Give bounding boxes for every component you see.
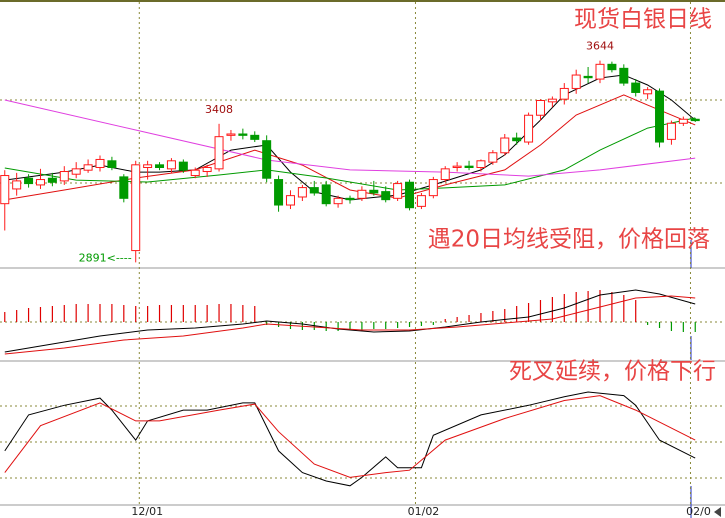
candle-body: [178, 161, 188, 171]
candle-body: [381, 191, 391, 201]
candle-body: [47, 177, 57, 183]
candle-body: [285, 195, 295, 206]
scroll-arrow[interactable]: [714, 507, 721, 517]
candle-body: [357, 189, 367, 199]
candle-body: [202, 167, 212, 173]
candle-body: [666, 122, 676, 140]
candle-body: [690, 118, 700, 122]
candle-body: [345, 197, 355, 201]
annotation: 死叉延续，价格下行: [509, 359, 716, 385]
candle-body: [297, 187, 307, 198]
candle-body: [0, 175, 10, 205]
candle-body: [595, 63, 605, 80]
price-label: 3408: [205, 103, 233, 116]
candle-body: [83, 164, 93, 171]
candle-body: [393, 183, 403, 199]
candle-body: [524, 114, 534, 143]
indicator-line: [4, 295, 696, 355]
candle-body: [309, 187, 319, 194]
candle-body: [512, 137, 522, 142]
candle-body: [559, 87, 569, 100]
candle-body: [12, 180, 22, 190]
candle-body: [238, 133, 248, 136]
candle-body: [631, 82, 641, 93]
indicator-line: [4, 395, 696, 478]
candle-body: [428, 179, 438, 197]
candle-body: [655, 90, 665, 143]
candle-body: [369, 189, 379, 194]
candle-body: [24, 177, 34, 185]
annotation: 遇20日均线受阻，价格回落: [428, 227, 710, 253]
candle-body: [607, 63, 617, 71]
candle-body: [274, 179, 284, 206]
indicator-line: [4, 289, 696, 353]
candle-body: [59, 171, 69, 182]
x-tick-label: 12/01: [131, 505, 163, 518]
candle-body: [95, 158, 105, 169]
candle-body: [452, 165, 462, 169]
candle-body: [107, 160, 117, 169]
candle-body: [190, 169, 200, 177]
candle-body: [476, 160, 486, 169]
candle-body: [583, 75, 593, 79]
candle-body: [119, 176, 129, 199]
candle-body: [464, 165, 474, 169]
price-label: 3644: [586, 40, 614, 53]
x-tick-label: 02/0: [686, 505, 711, 518]
candle-body: [619, 67, 629, 84]
candle-body: [333, 197, 343, 205]
indicator-line: [4, 391, 696, 487]
candle-body: [416, 195, 426, 207]
candle-body: [488, 152, 498, 163]
chart-title: 现货白银日线: [574, 7, 712, 33]
candle-body: [143, 164, 153, 169]
candle-body: [250, 134, 260, 140]
candle-body: [571, 74, 581, 89]
candle-body: [535, 100, 545, 116]
candle-body: [643, 89, 653, 95]
candle-body: [35, 179, 45, 186]
indicator-line: [4, 99, 696, 177]
candle-body: [500, 137, 510, 154]
candle-body: [131, 164, 141, 252]
candle-body: [166, 160, 176, 170]
candle-body: [226, 133, 236, 136]
x-tick-label: 01/02: [408, 505, 440, 518]
candle-body: [262, 140, 272, 179]
candle-body: [214, 136, 224, 170]
candle-body: [71, 168, 81, 175]
candle-body: [155, 164, 165, 169]
candle-body: [678, 118, 688, 124]
candle-body: [547, 98, 557, 103]
candle-body: [440, 168, 450, 181]
price-label: 2891<----: [79, 251, 132, 264]
candle-body: [405, 181, 415, 209]
candle-body: [321, 184, 331, 205]
